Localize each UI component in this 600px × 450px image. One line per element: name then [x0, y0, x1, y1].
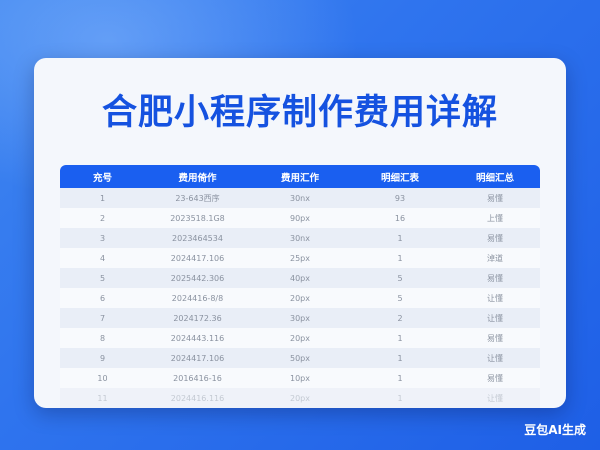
table-cell: 2016416-16: [145, 368, 250, 388]
table-cell: 2024416-8/8: [145, 288, 250, 308]
table-row: 6 2024416-8/8 20px 5 让懂: [60, 288, 540, 308]
table-cell: 7: [60, 308, 145, 328]
table-cell: 6: [60, 288, 145, 308]
table-cell: 易懂: [450, 228, 540, 248]
table-cell: 1: [350, 248, 450, 268]
table-cell: 20px: [250, 388, 350, 408]
table-cell: 让懂: [450, 348, 540, 368]
table-cell: 2: [60, 208, 145, 228]
table-cell: 2: [350, 308, 450, 328]
table-cell: 易懂: [450, 188, 540, 208]
table-cell: 2023518.1G8: [145, 208, 250, 228]
table-cell: 2024417.106: [145, 348, 250, 368]
table-cell: 2024416.116: [145, 388, 250, 408]
table-cell: 20px: [250, 288, 350, 308]
table-cell: 2025442.306: [145, 268, 250, 288]
table-cell: 23-643西序: [145, 188, 250, 208]
table-cell: 让懂: [450, 308, 540, 328]
table-cell: 5: [350, 268, 450, 288]
table-row: 8 2024443.116 20px 1 易懂: [60, 328, 540, 348]
table-cell: 4: [60, 248, 145, 268]
column-header: 明细汇表: [350, 165, 450, 188]
table-cell: 易懂: [450, 368, 540, 388]
table-row: 7 2024172.36 30px 2 让懂: [60, 308, 540, 328]
table-cell: 50px: [250, 348, 350, 368]
table-cell: 2023464534: [145, 228, 250, 248]
table-header-row: 充号 费用倚作 费用汇作 明细汇表 明细汇总: [60, 165, 540, 188]
table-cell: 9: [60, 348, 145, 368]
table-cell: 10: [60, 368, 145, 388]
table-cell: 1: [350, 388, 450, 408]
table-cell: 5: [60, 268, 145, 288]
table-row: 9 2024417.106 50px 1 让懂: [60, 348, 540, 368]
watermark: 豆包AI生成: [524, 423, 586, 437]
column-header: 费用汇作: [250, 165, 350, 188]
table-cell: 1: [350, 348, 450, 368]
table-cell: 2024172.36: [145, 308, 250, 328]
table-row: 11 2024416.116 20px 1 让懂: [60, 388, 540, 408]
column-header: 充号: [60, 165, 145, 188]
table-row: 4 2024417.106 25px 1 淖道: [60, 248, 540, 268]
table-cell: 25px: [250, 248, 350, 268]
table-cell: 10px: [250, 368, 350, 388]
table-cell: 40px: [250, 268, 350, 288]
table-cell: 上懂: [450, 208, 540, 228]
table-cell: 2024443.116: [145, 328, 250, 348]
table-row: 5 2025442.306 40px 5 易懂: [60, 268, 540, 288]
table-cell: 30px: [250, 308, 350, 328]
table-row: 3 2023464534 30nx 1 易懂: [60, 228, 540, 248]
table-cell: 易懂: [450, 268, 540, 288]
table-row: 2 2023518.1G8 90px 16 上懂: [60, 208, 540, 228]
table-cell: 5: [350, 288, 450, 308]
table-cell: 1: [60, 188, 145, 208]
table-cell: 16: [350, 208, 450, 228]
table-cell: 30nx: [250, 188, 350, 208]
table-row: 10 2016416-16 10px 1 易懂: [60, 368, 540, 388]
table-cell: 2024417.106: [145, 248, 250, 268]
table-row: 1 23-643西序 30nx 93 易懂: [60, 188, 540, 208]
table-cell: 易懂: [450, 328, 540, 348]
table-cell: 让懂: [450, 288, 540, 308]
table-cell: 8: [60, 328, 145, 348]
table-cell: 淖道: [450, 248, 540, 268]
table-cell: 90px: [250, 208, 350, 228]
fee-table: 充号 费用倚作 费用汇作 明细汇表 明细汇总 1 23-643西序 30nx 93 易懂…: [60, 165, 540, 408]
table-cell: 11: [60, 388, 145, 408]
table-cell: 1: [350, 228, 450, 248]
table-cell: 30nx: [250, 228, 350, 248]
column-header: 明细汇总: [450, 165, 540, 188]
content-card: 合肥小程序制作费用详解 充号 费用倚作 费用汇作 明细汇表 明细汇总 1 23-6…: [34, 58, 566, 408]
table-cell: 让懂: [450, 388, 540, 408]
table-cell: 3: [60, 228, 145, 248]
page-title: 合肥小程序制作费用详解: [101, 93, 498, 133]
table-cell: 1: [350, 328, 450, 348]
table-cell: 93: [350, 188, 450, 208]
table-cell: 20px: [250, 328, 350, 348]
column-header: 费用倚作: [145, 165, 250, 188]
table-cell: 1: [350, 368, 450, 388]
